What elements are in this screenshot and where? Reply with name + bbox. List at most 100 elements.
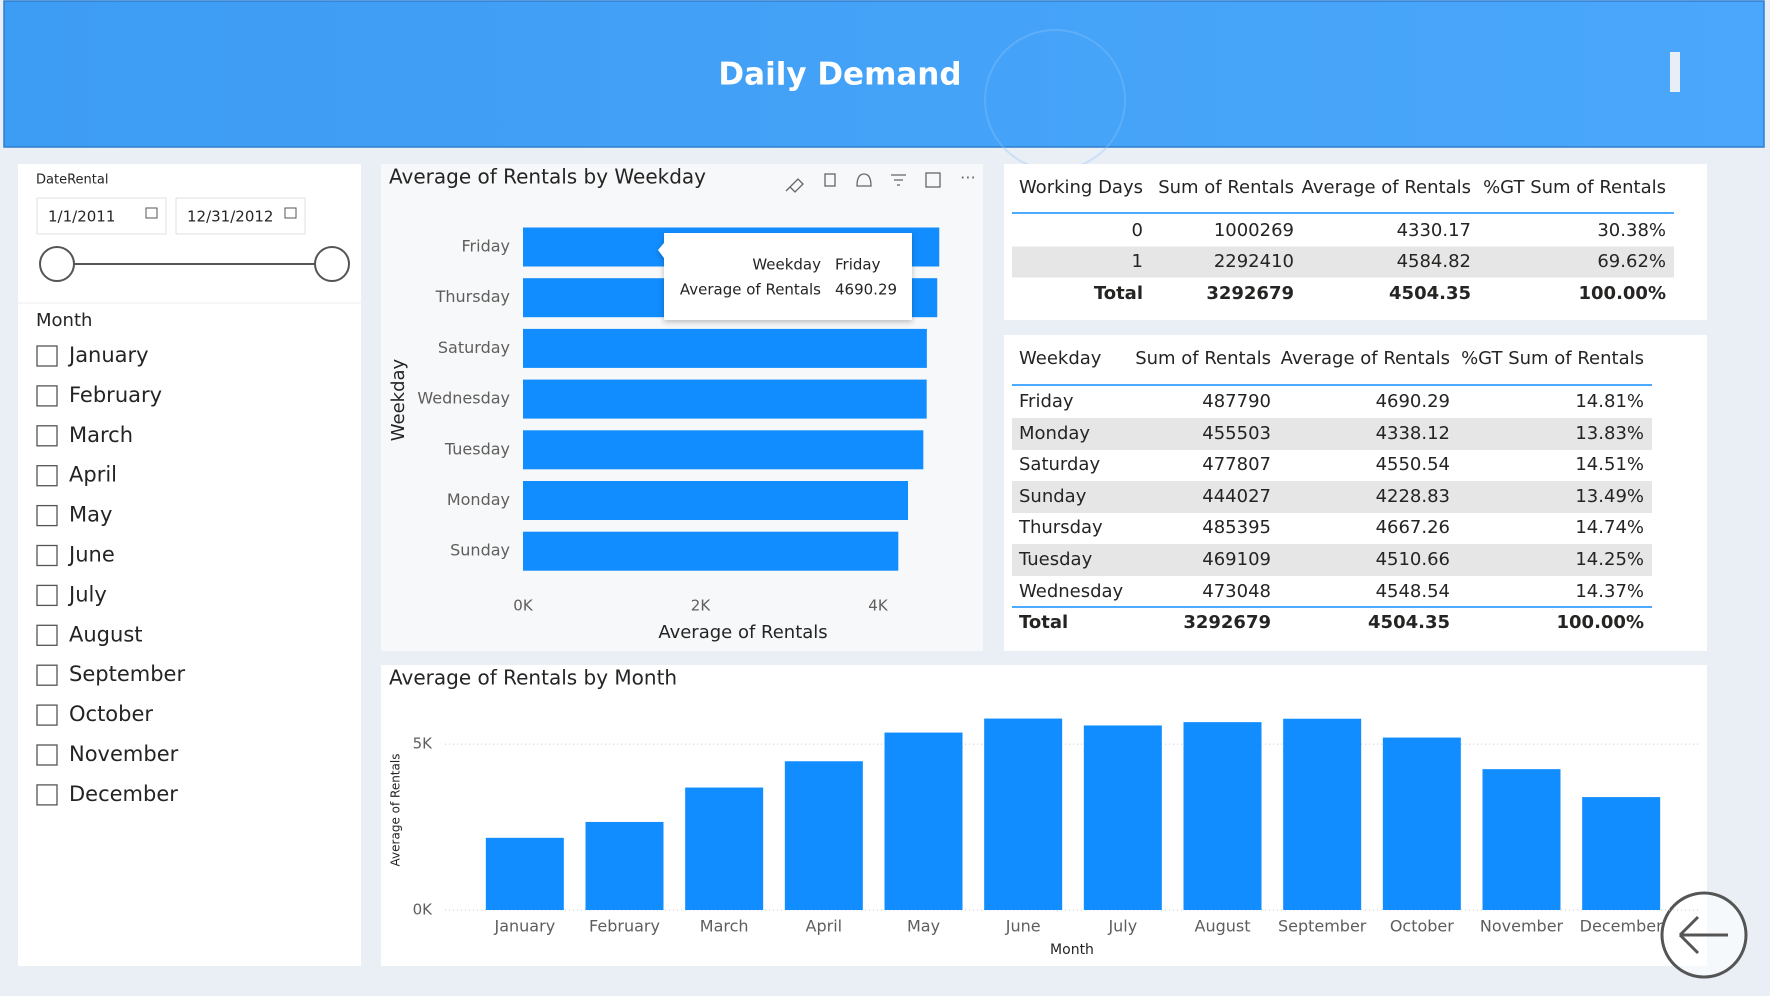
bar[interactable] [523,328,927,368]
x-tick-label: June [1005,917,1041,936]
month-option: March [69,423,133,447]
month-option: October [69,702,153,726]
month-checkbox[interactable] [36,624,58,646]
month-option: June [67,543,115,567]
bar[interactable] [1283,718,1362,910]
bar[interactable] [485,837,564,910]
table-cell: Friday [1019,391,1074,412]
column-header: Working Days [1019,177,1143,198]
table-cell: 455503 [1202,423,1271,444]
bar[interactable] [884,732,963,910]
table-cell: 4667.26 [1376,517,1450,538]
bar[interactable] [1382,737,1461,910]
bar[interactable] [523,379,927,419]
table-cell: 473048 [1202,581,1271,602]
more-options[interactable]: ⋯ [960,168,976,187]
calendar-icon[interactable] [284,207,297,219]
column-header: %GT Sum of Rentals [1483,177,1666,198]
total-cell: 3292679 [1206,283,1294,304]
month-checkbox[interactable] [36,544,58,567]
table-cell: 477807 [1202,454,1271,475]
x-tick-label: August [1195,917,1251,936]
bar[interactable] [784,761,863,910]
date-slicer-label: DateRental [36,173,108,188]
start-date: 1/1/2011 [48,208,115,226]
table-cell: 2292410 [1214,251,1294,272]
row-shading [1012,418,1652,450]
bar[interactable] [984,718,1063,910]
x-tick-label: January [494,917,556,936]
month-checkbox[interactable] [36,584,58,607]
tooltip-value: Friday [835,256,881,274]
table-cell: 1000269 [1214,220,1294,241]
y-tick-label: Wednesday [417,389,510,408]
calendar-icon[interactable] [145,207,158,219]
bar[interactable] [523,481,909,520]
x-tick-label: July [1107,917,1137,936]
table-cell: 4228.83 [1376,486,1450,507]
table-cell: 4690.29 [1376,391,1450,412]
total-cell: Total [1019,612,1068,633]
alert-icon[interactable] [856,173,872,187]
focus-icon[interactable] [925,172,941,188]
bar[interactable] [585,821,664,910]
table-cell: 4548.54 [1376,581,1450,602]
x-axis-label: Month [1050,942,1094,958]
slider-handle[interactable] [39,246,75,282]
month-checkbox[interactable] [36,744,58,766]
visual-header-icons [785,172,941,193]
month-checkbox[interactable] [36,425,58,447]
column-header: Average of Rentals [1302,177,1471,198]
tooltip-value: 4690.29 [835,281,897,299]
table-cell: 485395 [1202,517,1271,538]
table-cell: 4338.12 [1376,423,1450,444]
month-checkbox[interactable] [36,664,58,686]
column-header: Sum of Rentals [1158,177,1294,198]
pin-icon[interactable] [785,178,804,193]
y-tick-label: 0K [413,901,434,919]
table-cell: Wednesday [1019,581,1124,602]
table-cell: 13.49% [1575,486,1644,507]
tooltip-label: Weekday [752,256,821,274]
table-cell: Sunday [1019,486,1087,507]
bar[interactable] [1482,769,1561,910]
month-checkbox[interactable] [36,385,58,407]
back-arrow [1678,915,1728,955]
total-cell: 3292679 [1183,612,1271,633]
table-cell: Saturday [1019,454,1100,475]
y-tick-label: Friday [462,237,511,256]
end-date: 12/31/2012 [187,208,273,226]
month-option: May [69,503,112,527]
month-slicer-label: Month [36,310,92,331]
x-tick-label: 4K [868,597,889,615]
copy-icon[interactable] [824,173,836,187]
month-checkbox[interactable] [36,704,58,726]
start-date-box[interactable] [36,197,167,235]
bar[interactable] [1183,722,1262,910]
filter-icon[interactable] [891,174,906,186]
table-cell: Tuesday [1018,549,1093,570]
table-cell: 487790 [1202,391,1271,412]
bar[interactable] [1582,797,1661,910]
table-cell: 469109 [1202,549,1271,570]
month-checkbox[interactable] [36,784,58,806]
table-cell: 14.37% [1575,581,1644,602]
month-checkbox[interactable] [36,465,58,487]
header-icon [1670,52,1680,92]
column-header: Weekday [1019,348,1102,369]
bar[interactable] [685,787,764,910]
column-header: Sum of Rentals [1135,348,1271,369]
bar[interactable] [523,430,924,470]
month-checkbox[interactable] [36,504,58,527]
end-date-box[interactable] [175,197,306,235]
x-axis-label: Average of Rentals [658,622,827,643]
row-shading [1012,246,1674,278]
bar[interactable] [523,531,899,571]
slider-handle[interactable] [314,246,350,282]
month-checkbox[interactable] [36,345,58,367]
y-tick-label: Saturday [438,338,510,357]
bar[interactable] [1083,725,1162,910]
total-cell: Total [1094,283,1143,304]
